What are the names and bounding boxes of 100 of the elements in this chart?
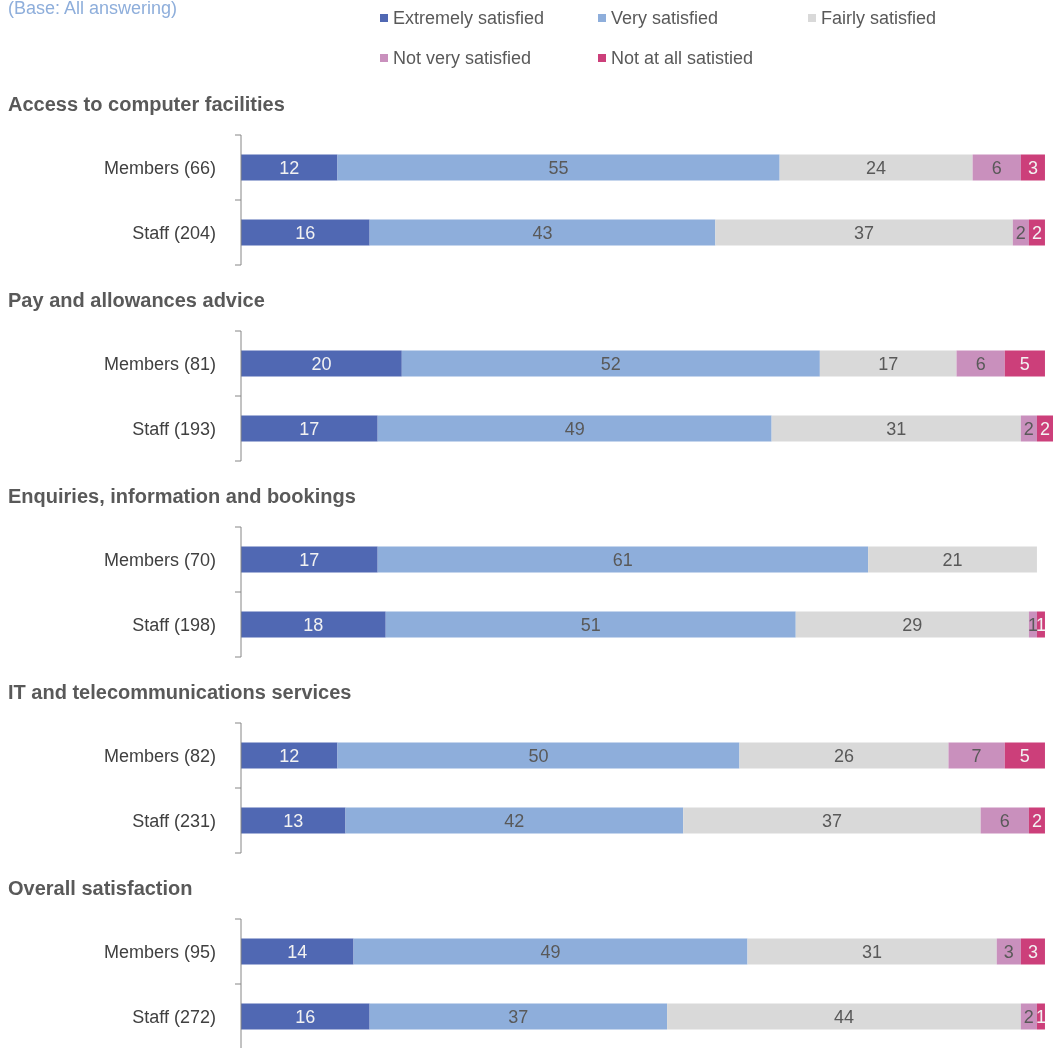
data-label: 17 (299, 549, 320, 570)
data-label: 2 (1039, 418, 1050, 439)
bar (345, 807, 684, 834)
chart-title: IT and telecommunications services (8, 681, 352, 703)
bar (241, 742, 338, 769)
data-label: 5 (1019, 745, 1030, 766)
bar (868, 546, 1037, 573)
chart-title: Overall satisfaction (8, 877, 193, 899)
data-label: 7 (971, 745, 982, 766)
data-label: 21 (942, 549, 963, 570)
data-label: 2 (1031, 222, 1042, 243)
data-label: 6 (975, 353, 986, 374)
bar (377, 546, 869, 573)
bar (819, 350, 957, 377)
data-label: 26 (833, 745, 854, 766)
chart-title: Access to computer facilities (8, 93, 285, 115)
data-label: 2 (1023, 418, 1034, 439)
data-label: 42 (504, 810, 525, 831)
y-tick-label: Staff (198) (132, 614, 216, 635)
y-tick-label: Staff (204) (132, 222, 216, 243)
data-label: 2 (1023, 1006, 1034, 1027)
data-label: 49 (540, 941, 561, 962)
data-label: 18 (303, 614, 324, 635)
bar (747, 938, 997, 965)
bar (980, 807, 1029, 834)
data-label: 1 (1027, 614, 1038, 635)
data-label: 14 (287, 941, 308, 962)
bar (795, 611, 1029, 638)
bar (385, 611, 796, 638)
data-label: 31 (886, 418, 907, 439)
data-label: 3 (1003, 941, 1014, 962)
text: (Base: All answering) (8, 0, 178, 18)
bar (1004, 742, 1045, 769)
data-label: 43 (532, 222, 553, 243)
bar (771, 415, 1021, 442)
chart-title: Pay and allowances advice (8, 289, 265, 311)
data-label: 3 (1027, 941, 1038, 962)
bar (241, 415, 378, 442)
data-label: 5 (1019, 353, 1030, 374)
bar (241, 1003, 370, 1030)
bar (948, 742, 1005, 769)
y-tick-label: Members (70) (103, 549, 216, 570)
data-label: 3 (1027, 157, 1038, 178)
bar (241, 219, 370, 246)
data-label: 49 (564, 418, 585, 439)
y-tick-label: Members (66) (103, 157, 216, 178)
legend-label: Very satisfied (611, 8, 719, 29)
y-tick-label: Staff (272) (132, 1006, 216, 1027)
data-label: 24 (866, 157, 887, 178)
data-label: 16 (295, 1006, 316, 1027)
data-label: 52 (600, 353, 621, 374)
y-tick-label: Members (81) (103, 353, 216, 374)
data-label: 29 (902, 614, 923, 635)
legend-label: Not at all satistied (611, 48, 754, 69)
bar (377, 415, 772, 442)
data-label: 20 (311, 353, 332, 374)
bar (369, 1003, 668, 1030)
data-label: 55 (548, 157, 569, 178)
data-label: 17 (299, 418, 320, 439)
data-label: 61 (612, 549, 633, 570)
data-label: 2 (1031, 810, 1042, 831)
y-tick-label: Members (82) (103, 745, 216, 766)
bar (353, 938, 748, 965)
data-label: 50 (528, 745, 549, 766)
bar (683, 807, 981, 834)
data-label: 12 (279, 745, 300, 766)
legend-label: Fairly satisfied (821, 8, 937, 29)
bar (241, 611, 386, 638)
bar (337, 742, 740, 769)
data-label: 17 (878, 353, 899, 374)
data-label: 37 (854, 222, 875, 243)
data-label: 6 (991, 157, 1002, 178)
y-tick-label: Members (95) (103, 941, 216, 962)
data-label: 44 (833, 1006, 854, 1027)
data-label: 51 (580, 614, 601, 635)
y-tick-label: Staff (231) (132, 810, 216, 831)
bar (241, 807, 346, 834)
bar (972, 154, 1021, 181)
bar (1004, 350, 1045, 377)
bar (779, 154, 973, 181)
bar (337, 154, 780, 181)
data-label: 16 (295, 222, 316, 243)
chart-title: Enquiries, information and bookings (8, 485, 356, 507)
bar (401, 350, 820, 377)
bar (241, 546, 378, 573)
data-label: 6 (999, 810, 1010, 831)
bar (715, 219, 1013, 246)
bar (667, 1003, 1021, 1030)
data-label: 37 (821, 810, 842, 831)
bar (956, 350, 1005, 377)
data-label: 37 (508, 1006, 529, 1027)
bar (241, 938, 354, 965)
data-label: 1 (1035, 1006, 1046, 1027)
bar (739, 742, 949, 769)
data-label: 2 (1015, 222, 1026, 243)
bar (369, 219, 716, 246)
data-label: 12 (279, 157, 300, 178)
legend-label: Not very satisfied (393, 48, 532, 69)
data-label: 13 (283, 810, 304, 831)
legend-label: Extremely satisfied (393, 8, 545, 29)
